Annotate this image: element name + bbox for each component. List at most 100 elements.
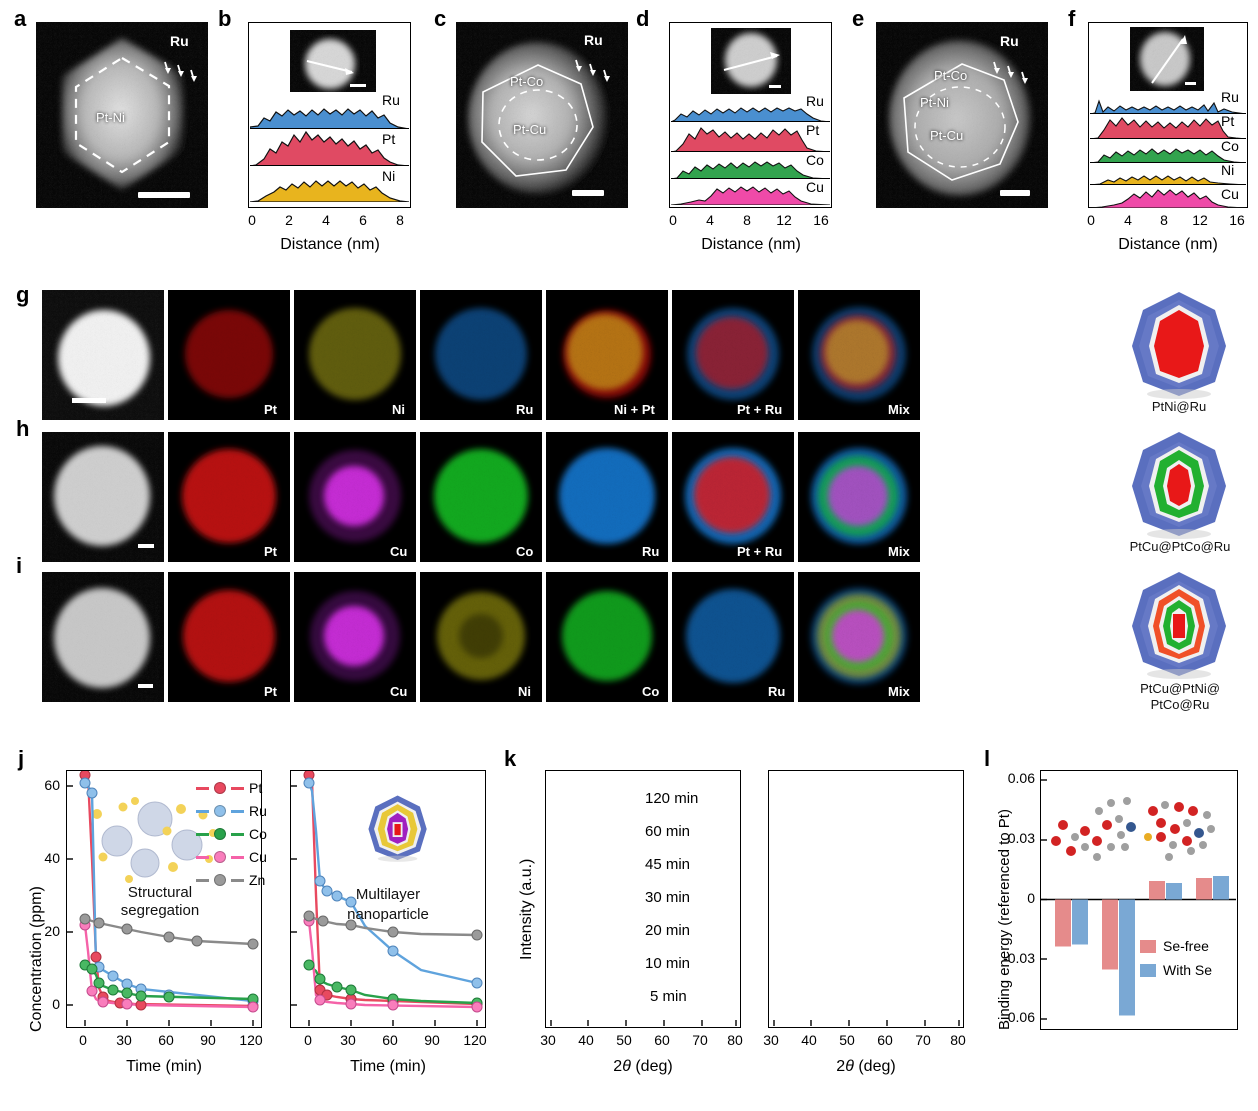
- panel-j-legend-item-zn: Zn: [196, 872, 267, 888]
- panel-b-profile-ru: [250, 96, 409, 129]
- legend-line-cu: [196, 855, 209, 859]
- eds-map-g-mix: [798, 290, 920, 420]
- panel-f-xtick-4: 4: [1124, 212, 1132, 228]
- panel-d-xtick-12: 12: [776, 212, 792, 228]
- panel-j-right-xtick-0: 0: [304, 1032, 312, 1048]
- panel-d-xlabel: Distance (nm): [701, 236, 801, 253]
- eds-map-g-pt: [168, 290, 290, 420]
- panel-letter-a: a: [14, 6, 27, 31]
- eds-map-i-co: [546, 572, 668, 702]
- eds-label-g-mix: Mix: [888, 402, 910, 417]
- panel-k-label-30min: 30 min: [645, 889, 691, 906]
- panel-l-ytick-neg006: -0.06: [1003, 1009, 1035, 1025]
- panel-d-profile-cu: [671, 179, 830, 205]
- eds-label-i-mix: Mix: [888, 684, 910, 699]
- eds-haadf-g: [42, 290, 164, 420]
- eds-label-h-cu: Cu: [390, 544, 408, 559]
- panel-d-profile-pt: [671, 122, 830, 152]
- eds-label-i-cu: Cu: [390, 684, 408, 699]
- panel-j-right-inset-line1: Multilayer: [355, 886, 421, 903]
- panel-b-label-ni: Ni: [382, 168, 396, 184]
- panel-d-label-co: Co: [806, 152, 824, 168]
- eds-label-g-pt: Pt: [264, 402, 277, 417]
- panel-f-xtick-12: 12: [1192, 212, 1208, 228]
- panel-e-ru-label: Ru: [1000, 33, 1019, 49]
- model-label-ptcu-ptni-ptco-ru-line2: PtCo@Ru: [1150, 697, 1210, 712]
- panel-k-label-45min: 45 min: [645, 856, 691, 873]
- panel-letter-e: e: [852, 6, 865, 31]
- panel-letter-h: h: [16, 416, 30, 441]
- panel-a-ru-label: Ru: [170, 33, 189, 49]
- eds-haadf-i: [42, 572, 164, 702]
- panel-b-xtick-0: 0: [248, 212, 256, 228]
- eds-map-h-co: [420, 432, 542, 562]
- panel-c-inner-label: Pt-Cu: [513, 122, 547, 137]
- panel-k-right-xtick-60: 60: [877, 1032, 893, 1048]
- eds-label-i-ru: Ru: [768, 684, 786, 699]
- panel-j-legend-item-pt: Pt: [196, 780, 267, 796]
- panel-k-left-xtick-30: 30: [540, 1032, 556, 1048]
- model-label-ptcu-ptco-ru: PtCu@PtCo@Ru: [1129, 539, 1231, 554]
- panel-a-scalebar: [138, 192, 190, 198]
- eds-map-i-pt: [168, 572, 290, 702]
- panel-f-label-cu: Cu: [1221, 186, 1239, 202]
- panel-d-label-cu: Cu: [806, 179, 824, 195]
- panel-j-left-xtick-120: 120: [239, 1032, 263, 1048]
- panel-k-ylabel: Intensity (a.u.): [518, 858, 535, 960]
- panel-l-ytick-006: 0.06: [1007, 770, 1035, 786]
- panel-letter-l: l: [984, 746, 991, 771]
- panel-k-left-xtick-50: 50: [616, 1032, 632, 1048]
- panel-k-right-xtick-40: 40: [801, 1032, 817, 1048]
- panel-letter-k: k: [504, 746, 517, 771]
- panel-d-xtick-4: 4: [706, 212, 714, 228]
- eds-map-g-ni: [294, 290, 416, 420]
- panel-k-left-xtick-80: 80: [727, 1032, 743, 1048]
- panel-f-inset-stem: [1130, 27, 1204, 91]
- panel-j-left-inset-line2: segregation: [120, 902, 200, 919]
- panel-l-ytick-0: 0: [1027, 890, 1035, 906]
- panel-k-right-frame: [768, 770, 964, 1028]
- panel-j-left-xtick-30: 30: [116, 1032, 132, 1048]
- panel-f-profile-co: [1090, 139, 1246, 163]
- panel-l-ytick-003: 0.03: [1007, 830, 1035, 846]
- panel-f-label-pt: Pt: [1221, 113, 1235, 129]
- eds-map-h-ptru: [672, 432, 794, 562]
- panel-j-left-xtick-60: 60: [158, 1032, 174, 1048]
- stem-image-ptcu-ptni-ptco-ru: [876, 22, 1048, 208]
- panel-f-xtick-0: 0: [1087, 212, 1095, 228]
- panel-j-legend-label-ru: Ru: [249, 803, 267, 819]
- eds-label-g-ni: Ni: [392, 402, 405, 417]
- stem-image-ptcu-ptco-ru: [456, 22, 628, 208]
- panel-b-profile-pt: [250, 129, 409, 166]
- panel-letter-b: b: [218, 6, 232, 31]
- panel-f-label-co: Co: [1221, 138, 1239, 154]
- panel-k-right-xtick-70: 70: [915, 1032, 931, 1048]
- panel-l-plot-frame: [1040, 770, 1238, 1030]
- panel-j-right-xtick-90: 90: [424, 1032, 440, 1048]
- eds-map-g-nipt: [546, 290, 668, 420]
- panel-c-outer-label: Pt-Co: [510, 74, 544, 89]
- eds-label-g-ru: Ru: [516, 402, 534, 417]
- panel-f-xtick-8: 8: [1160, 212, 1168, 228]
- panel-k-label-20min: 20 min: [645, 922, 691, 939]
- panel-letter-g: g: [16, 282, 30, 307]
- panel-b-xtick-4: 4: [322, 212, 330, 228]
- panel-d-xtick-0: 0: [669, 212, 677, 228]
- panel-j-right-xtick-60: 60: [382, 1032, 398, 1048]
- legend-dot-pt: [214, 782, 226, 794]
- panel-k-label-120min: 120 min: [645, 790, 699, 807]
- eds-map-i-cu: [294, 572, 416, 702]
- panel-k-right-xtick-30: 30: [763, 1032, 779, 1048]
- eds-map-g-ptru: [672, 290, 794, 420]
- eds-label-h-ptru: Pt + Ru: [737, 544, 783, 559]
- panel-f-label-ni: Ni: [1221, 162, 1235, 178]
- legend-line-cu-2: [231, 855, 244, 859]
- panel-k-right-xtick-80: 80: [950, 1032, 966, 1048]
- legend-line-zn: [196, 878, 209, 882]
- panel-j-left-xtick-0: 0: [79, 1032, 87, 1048]
- eds-map-g-ru: [420, 290, 542, 420]
- panel-l-ytick-neg003: -0.03: [1003, 950, 1035, 966]
- legend-line-ru-2: [231, 809, 244, 813]
- eds-label-h-mix: Mix: [888, 544, 910, 559]
- eds-map-h-pt: [168, 432, 290, 562]
